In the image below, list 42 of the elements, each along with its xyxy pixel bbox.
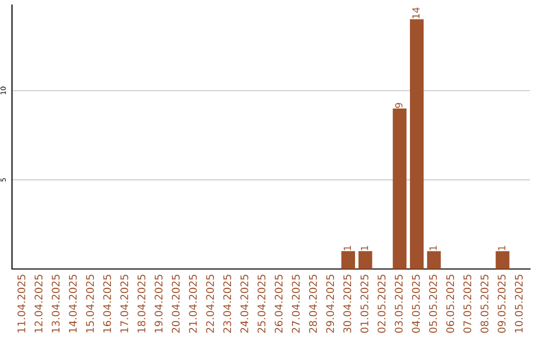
x-tick-label: 18.04.2025 bbox=[138, 274, 146, 332]
x-tick-label: 14.04.2025 bbox=[68, 274, 77, 332]
x-tick-label: 11.04.2025 bbox=[17, 274, 26, 332]
data-label: 1 bbox=[344, 246, 351, 250]
data-label: 9 bbox=[395, 102, 402, 108]
x-tick-label: 03.05.2025 bbox=[394, 274, 403, 333]
x-tick-label: 07.05.2025 bbox=[463, 274, 472, 333]
x-tick-label: 26.04.2025 bbox=[274, 274, 283, 333]
x-tick-label: 24.04.2025 bbox=[240, 274, 248, 333]
x-tick-label: 02.05.2025 bbox=[378, 274, 386, 333]
data-label: 1 bbox=[360, 246, 368, 250]
x-tick-label: 04.05.2025 bbox=[412, 274, 420, 333]
x-tick-label: 21.04.2025 bbox=[188, 274, 197, 333]
bar bbox=[496, 251, 510, 269]
x-tick-label: 22.04.2025 bbox=[206, 274, 214, 333]
bar bbox=[427, 251, 441, 269]
x-tick-label: 29.04.2025 bbox=[326, 274, 334, 333]
data-label: 14 bbox=[412, 7, 420, 18]
x-tick-label: 13.04.2025 bbox=[52, 274, 60, 332]
x-tick-label: 23.04.2025 bbox=[223, 274, 232, 333]
x-tick-label: 06.05.2025 bbox=[446, 274, 454, 333]
x-tick-label: 08.05.2025 bbox=[480, 274, 488, 333]
data-label: 1 bbox=[498, 246, 506, 250]
bar bbox=[358, 251, 372, 269]
x-tick-label: 25.04.2025 bbox=[258, 274, 266, 333]
x-tick-label: 16.04.2025 bbox=[103, 274, 112, 332]
x-tick-label: 19.04.2025 bbox=[154, 274, 163, 332]
x-tick-label: 17.04.2025 bbox=[120, 274, 128, 332]
x-tick-label: 30.04.2025 bbox=[343, 274, 352, 333]
data-label: 1 bbox=[430, 246, 437, 250]
x-tick-label: 20.04.2025 bbox=[172, 274, 180, 333]
bar bbox=[341, 251, 356, 269]
x-tick-label: 01.05.2025 bbox=[360, 274, 368, 333]
x-tick-label: 15.04.2025 bbox=[86, 274, 94, 332]
x-tick-label: 12.04.2025 bbox=[34, 274, 42, 332]
bar bbox=[392, 108, 407, 269]
x-tick-label: 10.05.2025 bbox=[514, 274, 523, 332]
bar bbox=[410, 19, 424, 269]
x-tick-label: 28.04.2025 bbox=[309, 274, 317, 333]
x-tick-label: 09.05.2025 bbox=[498, 274, 506, 333]
x-tick-label: 27.04.2025 bbox=[292, 274, 300, 333]
x-tick-label: 05.05.2025 bbox=[429, 274, 437, 333]
